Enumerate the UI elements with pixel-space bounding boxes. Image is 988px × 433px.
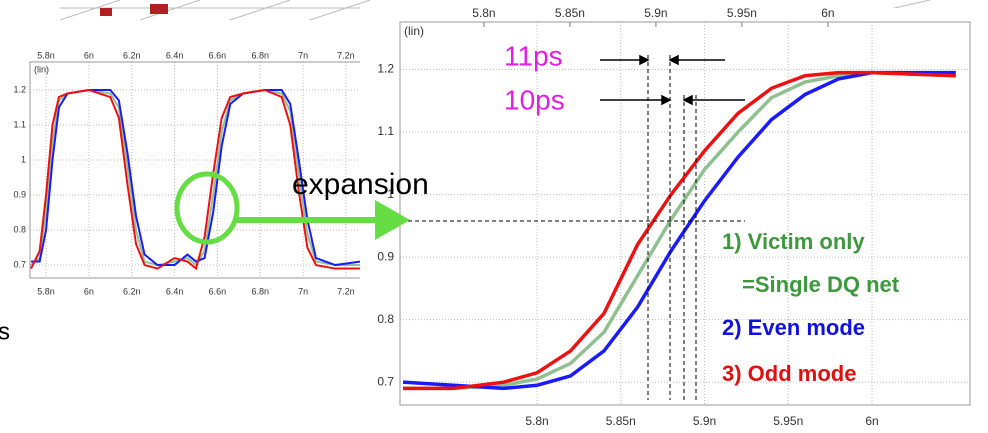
- x-tick-label: 5.8n: [37, 50, 55, 60]
- x-tick-label: 6.4n: [166, 50, 184, 60]
- y-tick-label: 1.1: [13, 119, 26, 129]
- delay-label: 10ps: [504, 84, 565, 115]
- legend-entry: 1) Victim only: [722, 229, 865, 254]
- y-tick-label: 0.8: [13, 224, 26, 234]
- x2-tick-label: 5.9n: [644, 6, 667, 20]
- delay-label: 11ps: [504, 40, 563, 71]
- x-tick-label: 5.85n: [606, 414, 636, 428]
- x-tick-label: 7.2n: [337, 286, 355, 296]
- x-tick-label: 6.8n: [251, 286, 269, 296]
- legend-entry: 3) Odd mode: [722, 361, 856, 386]
- expansion-label: expansion: [292, 168, 429, 201]
- x-tick-label: 6n: [865, 414, 878, 428]
- x-tick-label: 6.2n: [123, 50, 141, 60]
- x-tick-label: 6n: [84, 50, 94, 60]
- cut-text: s: [0, 318, 10, 345]
- x-tick-label: 7.2n: [337, 50, 355, 60]
- x-tick-label: 5.8n: [37, 286, 55, 296]
- x-tick-label: 6.6n: [209, 50, 227, 60]
- y-tick-label: 0.8: [377, 312, 394, 326]
- y-tick-label: 0.9: [377, 249, 394, 263]
- y-tick-label: 0.9: [13, 189, 26, 199]
- x2-tick-label: 6n: [821, 6, 834, 20]
- y-tick-label: 0.7: [13, 259, 26, 269]
- x-tick-label: 6n: [84, 286, 94, 296]
- legend-entry: =Single DQ net: [742, 272, 900, 297]
- x2-tick-label: 5.95n: [727, 6, 757, 20]
- y-tick-label: 1.2: [377, 62, 394, 76]
- slide: 0.7 0.8 0.9 1 1.1 1.2 5.8n 5.8n 6n 6n 6.2n 6.2n 6.4n…: [0, 0, 988, 433]
- x-tick-label: 6.6n: [209, 286, 227, 296]
- y-axis-label: (lin): [34, 64, 49, 74]
- x-tick-label: 5.8n: [525, 414, 548, 428]
- x-tick-label: 7n: [298, 286, 308, 296]
- y-tick-label: 1.1: [377, 124, 394, 138]
- y-tick-label: 1: [21, 154, 26, 164]
- y-axis-label: (lin): [404, 24, 424, 38]
- x2-tick-label: 5.8n: [472, 6, 495, 20]
- y-tick-label: 0.7: [377, 374, 394, 388]
- x-tick-label: 6.8n: [251, 50, 269, 60]
- x-tick-label: 7n: [298, 50, 308, 60]
- x-tick-label: 5.95n: [773, 414, 803, 428]
- x-tick-label: 5.9n: [693, 414, 716, 428]
- x-tick-label: 6.2n: [123, 286, 141, 296]
- y-tick-label: 1.2: [13, 84, 26, 94]
- legend-entry: 2) Even mode: [722, 315, 865, 340]
- x2-tick-label: 5.85n: [555, 6, 585, 20]
- x-tick-label: 6.4n: [166, 286, 184, 296]
